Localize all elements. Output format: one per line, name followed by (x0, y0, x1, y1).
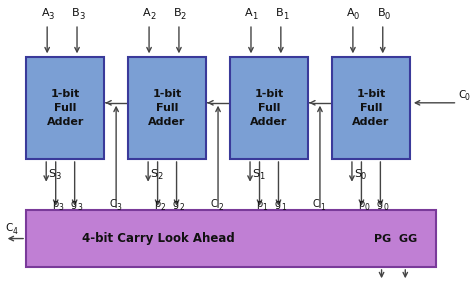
Text: 3: 3 (55, 172, 61, 181)
Text: 1-bit
Full
Adder: 1-bit Full Adder (352, 89, 390, 127)
Text: 1: 1 (252, 12, 257, 21)
FancyBboxPatch shape (332, 57, 410, 159)
Text: 3: 3 (59, 202, 64, 212)
Text: S: S (48, 169, 56, 179)
Text: g: g (173, 199, 179, 209)
Text: 1: 1 (320, 202, 325, 212)
Text: 0: 0 (383, 202, 388, 212)
Text: 1: 1 (259, 172, 264, 181)
Text: PG  GG: PG GG (374, 233, 418, 244)
Text: C: C (109, 199, 116, 209)
Text: 0: 0 (354, 12, 359, 21)
Text: 3: 3 (79, 12, 84, 21)
Text: A: A (42, 9, 49, 18)
Text: B: B (174, 9, 182, 18)
Text: p: p (154, 199, 160, 209)
Text: g: g (376, 199, 383, 209)
FancyBboxPatch shape (26, 57, 104, 159)
Text: 3: 3 (48, 12, 54, 21)
Text: 1: 1 (283, 12, 288, 21)
Text: 0: 0 (465, 93, 470, 102)
Text: S: S (354, 169, 362, 179)
Text: 1-bit
Full
Adder: 1-bit Full Adder (46, 89, 84, 127)
Text: 4-bit Carry Look Ahead: 4-bit Carry Look Ahead (82, 232, 235, 245)
Text: g: g (274, 199, 281, 209)
Text: A: A (347, 9, 355, 18)
Text: C: C (211, 199, 218, 209)
Text: p: p (255, 199, 262, 209)
Text: p: p (52, 199, 58, 209)
Text: 0: 0 (385, 12, 390, 21)
Text: 0: 0 (364, 202, 369, 212)
Text: 4: 4 (13, 227, 18, 236)
Text: 0: 0 (361, 172, 366, 181)
Text: 2: 2 (150, 12, 155, 21)
Text: A: A (143, 9, 151, 18)
Text: B: B (276, 9, 284, 18)
Text: B: B (378, 9, 386, 18)
Text: 3: 3 (78, 202, 82, 212)
Text: 1: 1 (282, 202, 286, 212)
Text: 1-bit
Full
Adder: 1-bit Full Adder (148, 89, 186, 127)
Text: C: C (6, 223, 13, 233)
Text: S: S (252, 169, 260, 179)
Text: A: A (246, 9, 253, 18)
Text: 2: 2 (157, 172, 163, 181)
Text: 2: 2 (160, 202, 165, 212)
Text: B: B (72, 9, 80, 18)
Text: 1: 1 (262, 202, 267, 212)
Text: 2: 2 (218, 202, 223, 212)
Text: p: p (357, 199, 364, 209)
FancyBboxPatch shape (26, 210, 436, 267)
Text: 1-bit
Full
Adder: 1-bit Full Adder (250, 89, 288, 127)
Text: g: g (71, 199, 77, 209)
Text: 2: 2 (181, 12, 186, 21)
FancyBboxPatch shape (128, 57, 206, 159)
Text: C: C (313, 199, 319, 209)
Text: S: S (151, 169, 158, 179)
Text: C: C (458, 90, 466, 100)
Text: 3: 3 (116, 202, 121, 212)
FancyBboxPatch shape (230, 57, 308, 159)
Text: 2: 2 (179, 202, 184, 212)
